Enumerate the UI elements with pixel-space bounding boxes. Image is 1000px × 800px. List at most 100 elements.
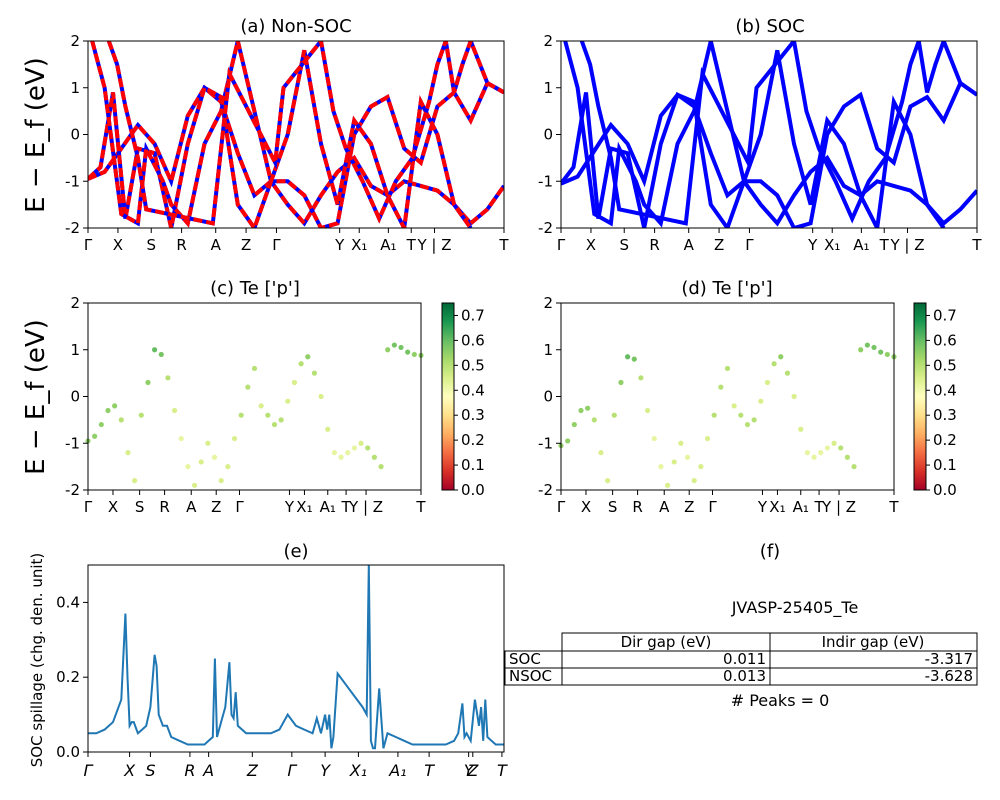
ylabel-spillage-text: SOC spillage (chg. den. unit) [28, 553, 46, 768]
projection-point [158, 351, 164, 358]
band-line-dashed-3 [106, 41, 504, 226]
row-nsoc-label: NSOC [509, 667, 552, 685]
x-tick-label: T [340, 498, 351, 516]
projection-point [105, 407, 111, 414]
y-tick-label: 0.2 [56, 668, 80, 686]
projection-point [152, 347, 158, 353]
projection-point [285, 398, 291, 404]
y-tick-label: 1 [543, 79, 553, 97]
projection-point [298, 361, 304, 367]
x-tick-label: R [649, 236, 659, 254]
x-tick-label: A [684, 236, 695, 254]
projection-point [684, 454, 691, 460]
x-tick-label: A₁ [380, 236, 396, 254]
colorbar-tick-label: 0.0 [461, 481, 485, 499]
projection-point [211, 454, 218, 460]
projection-point [205, 440, 211, 446]
projection-point [92, 433, 98, 439]
projection-point [704, 435, 711, 442]
colorbar-tick-label: 0.1 [933, 456, 957, 474]
y-tick-label: 0 [70, 126, 80, 144]
ylabel-mid-text: E − E_f (eV) [21, 319, 51, 475]
x-tick-label: A [186, 498, 197, 516]
panel-d-title: (d) Te ['p'] [681, 278, 772, 299]
projection-point [98, 421, 104, 428]
ylabel-spillage: SOC spillage (chg. den. unit) [28, 553, 46, 768]
projection-point [644, 407, 651, 414]
projection-point [191, 482, 198, 488]
x-tick-label: Γ [235, 498, 244, 516]
projection-point [118, 417, 124, 423]
x-tick-label: Γ [272, 236, 281, 254]
band-line-dashed-2 [90, 41, 473, 228]
row-soc-dir: 0.011 [723, 650, 766, 668]
projection-point [758, 398, 764, 404]
x-tick-label: Y [807, 236, 818, 254]
colorbar-tick-label: 0.3 [461, 406, 485, 424]
x-tick-label: R [159, 498, 169, 516]
row-nsoc-indir: -3.628 [925, 667, 973, 685]
y-tick-label: 0.0 [56, 743, 80, 761]
projection-point [791, 393, 797, 400]
x-tick-label: X [113, 236, 123, 254]
row-soc-label: SOC [509, 650, 541, 668]
projection-point [724, 365, 731, 372]
y-tick-label: 1 [543, 341, 553, 359]
projection-point [884, 351, 890, 358]
spillage-line [88, 564, 504, 750]
x-tick-label: X₁ [296, 498, 312, 516]
projection-point [112, 403, 118, 409]
projection-point [744, 421, 751, 428]
projection-point [218, 478, 224, 484]
projection-point [751, 417, 757, 423]
band-line-0 [561, 92, 977, 227]
projection-point [132, 478, 138, 484]
projection-point [691, 478, 697, 484]
x-tick-label: A₁ [853, 236, 869, 254]
colorbar-tick-label: 0.2 [461, 431, 485, 449]
x-tick-label: Z [241, 236, 251, 254]
projection-point [365, 445, 371, 451]
x-tick-label: Y | Z [890, 236, 925, 254]
projection-point [651, 435, 657, 442]
projection-point [405, 349, 411, 355]
band-line-3 [579, 41, 977, 226]
x-tick-label: Z [684, 498, 694, 516]
projection-point [411, 351, 417, 358]
projection-point [145, 379, 151, 386]
projection-point [185, 464, 191, 470]
projection-point [671, 459, 677, 465]
header-indir-gap: Indir gap (eV) [822, 633, 925, 651]
x-tick-label: Z [211, 498, 221, 516]
projection-point [711, 412, 717, 418]
ylabel-mid: E − E_f (eV) [21, 319, 51, 475]
x-tick-label: Γ [557, 498, 566, 516]
ylabel-top-text: E − E_f (eV) [21, 57, 51, 213]
y-tick-label: 2 [543, 32, 553, 50]
x-tick-label: Y [464, 761, 475, 780]
projection-point [171, 407, 178, 414]
y-tick-label: 2 [543, 294, 553, 312]
gap-table: JVASP-25405_Te Dir gap (eV) Indir gap (e… [504, 598, 978, 710]
x-tick-label: T [406, 236, 417, 254]
projection-point [325, 426, 331, 432]
x-tick-label: A [659, 498, 670, 516]
x-tick-label: X [581, 498, 591, 516]
band-line-2 [563, 41, 946, 228]
x-tick-label: T [879, 236, 890, 254]
colorbar-tick-label: 0.6 [933, 331, 957, 349]
band-line-dashed-0 [88, 84, 504, 227]
projection-point [565, 438, 571, 444]
projection-point [225, 464, 231, 470]
projection-point [625, 354, 631, 360]
projection-point [238, 412, 244, 418]
x-tick-label: S [619, 236, 629, 254]
header-dir-gap: Dir gap (eV) [621, 633, 712, 651]
colorbar-tick-label: 0.7 [933, 306, 957, 324]
y-tick-label: -1 [538, 172, 553, 190]
projection-point [618, 379, 624, 386]
x-tick-label: X [123, 761, 136, 780]
projection-point [271, 421, 278, 428]
projection-point [125, 450, 131, 456]
